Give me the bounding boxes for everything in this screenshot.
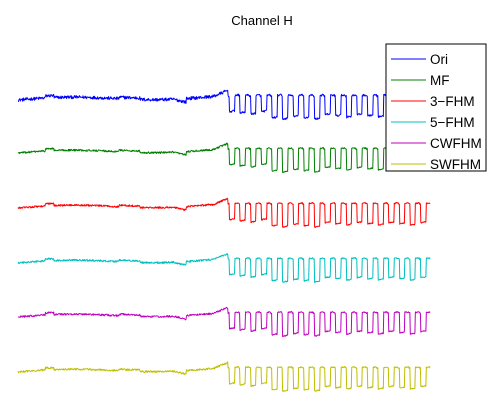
legend-box <box>385 43 487 172</box>
series-line-4 <box>17 253 431 283</box>
series-line-3 <box>17 197 431 228</box>
legend-label-3: 3−FHM <box>430 94 475 109</box>
chart-title: Channel H <box>231 13 292 28</box>
series-line-1 <box>17 89 431 121</box>
legend-label-4: 5−FHM <box>430 115 475 130</box>
series-layer <box>17 89 431 392</box>
series-line-2 <box>17 142 431 173</box>
legend-label-6: SWFHM <box>430 157 481 172</box>
legend-label-1: Ori <box>430 52 448 67</box>
legend: Ori MF 3−FHM 5−FHM CWFHM SWFHM <box>385 43 487 172</box>
legend-label-2: MF <box>430 73 450 88</box>
series-line-6 <box>17 361 431 392</box>
legend-label-5: CWFHM <box>430 136 482 151</box>
series-line-5 <box>17 306 431 338</box>
